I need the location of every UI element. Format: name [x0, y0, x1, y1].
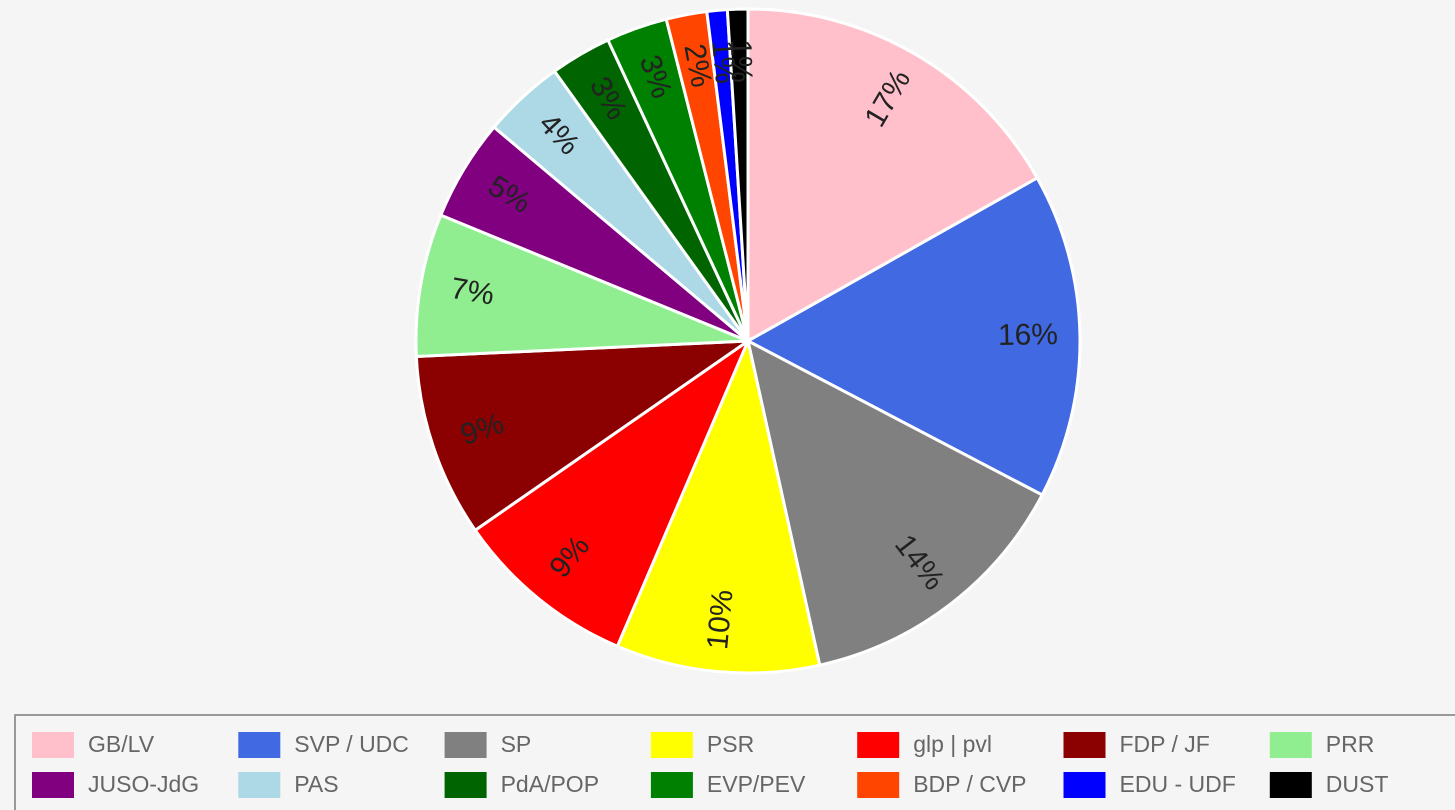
data-label: 1% — [724, 39, 758, 83]
pie-slice — [615, 336, 822, 675]
legend-swatch — [1269, 732, 1312, 758]
legend-label: PRR — [1326, 731, 1375, 757]
legend-swatch — [32, 732, 74, 758]
pie-slice — [746, 7, 1040, 344]
legend-swatch — [444, 772, 487, 798]
data-label: 7% — [448, 272, 496, 312]
legend-swatch — [650, 732, 693, 758]
legend-label: DUST — [1326, 771, 1389, 797]
data-label: 16% — [998, 318, 1059, 352]
legend-swatch — [1063, 732, 1106, 758]
legend-swatch — [444, 732, 487, 758]
legend-label: glp | pvl — [913, 731, 992, 757]
pie-slice — [414, 213, 749, 359]
legend-swatch — [32, 772, 74, 798]
pie-slice — [414, 339, 754, 533]
legend-label: PdA/POP — [501, 771, 599, 797]
legend-label: SVP / UDC — [294, 731, 409, 757]
legend-label: EDU - UDF — [1120, 771, 1236, 797]
legend-label: EVP/PEV — [707, 771, 806, 797]
pie-slice — [473, 336, 752, 649]
legend-swatch — [650, 772, 693, 798]
legend-label: PSR — [707, 731, 754, 757]
pie-slice — [744, 175, 1082, 497]
legend-swatch — [238, 772, 281, 798]
legend-swatch — [238, 732, 281, 758]
legend-swatch — [1063, 772, 1106, 798]
legend-swatch — [857, 732, 900, 758]
data-label: 1% — [705, 39, 742, 85]
legend-label: BDP / CVP — [913, 771, 1026, 797]
legend-label: GB/LV — [88, 731, 155, 757]
legend-label: PAS — [294, 771, 338, 797]
legend-label: JUSO-JdG — [88, 771, 199, 797]
legend-swatch — [1269, 772, 1312, 798]
data-label: 2% — [677, 41, 717, 90]
data-label: 10% — [701, 588, 739, 651]
legend-label: FDP / JF — [1120, 731, 1210, 757]
legend-swatch — [857, 772, 900, 798]
pie-slice — [745, 338, 1045, 667]
legend-label: SP — [501, 731, 532, 757]
pie-slice — [725, 7, 750, 342]
